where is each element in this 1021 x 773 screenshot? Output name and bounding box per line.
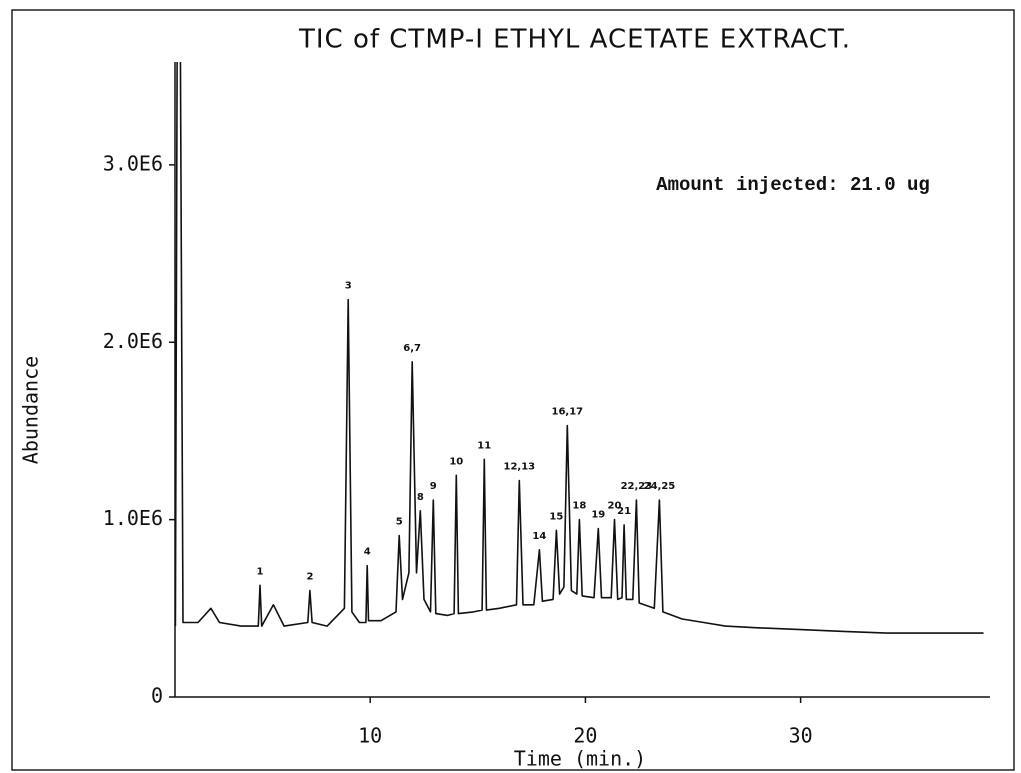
peak-label: 10 — [449, 456, 463, 467]
peak-label: 20 — [607, 501, 621, 512]
x-tick-label: 20 — [573, 724, 597, 748]
peak-label: 16,17 — [552, 407, 584, 418]
note: Amount injected: 21.0 ug — [656, 174, 930, 196]
y-tick-label: 2.0E6 — [103, 329, 163, 353]
peak-label: 5 — [396, 517, 403, 528]
peak-label: 14 — [532, 531, 546, 542]
x-tick-label: 30 — [789, 724, 813, 748]
peak-label: 11 — [477, 440, 491, 451]
frame — [11, 9, 1015, 771]
x-axis-label: Time (min.) — [514, 747, 646, 771]
peak-label: 9 — [430, 481, 437, 492]
peak-label: 18 — [572, 501, 586, 512]
peak-label: 2 — [306, 572, 313, 583]
chart-title: TIC of CTMP-I ETHYL ACETATE EXTRACT. — [298, 25, 851, 55]
x-tick-label: 10 — [358, 724, 382, 748]
peak-label: 8 — [417, 492, 424, 503]
peak-label: 24,25 — [644, 481, 676, 492]
y-tick-label: 0 — [151, 684, 163, 708]
peak-label: 3 — [345, 281, 352, 292]
peak-label: 15 — [549, 511, 563, 522]
peak-label: 19 — [591, 509, 605, 520]
peak-label: 6,7 — [403, 343, 421, 354]
peak-label: 1 — [257, 566, 264, 577]
y-tick-label: 1.0E6 — [103, 506, 163, 530]
peak-label: 22,23 — [621, 481, 653, 492]
y-axis-label: Abundance — [19, 356, 43, 464]
plot-area — [175, 62, 984, 634]
peak-label: 4 — [364, 547, 371, 558]
peak-label: 21 — [617, 506, 631, 517]
peak-label: 12,13 — [504, 462, 536, 473]
chromatogram-line — [175, 62, 984, 634]
y-tick-label: 3.0E6 — [103, 151, 163, 175]
